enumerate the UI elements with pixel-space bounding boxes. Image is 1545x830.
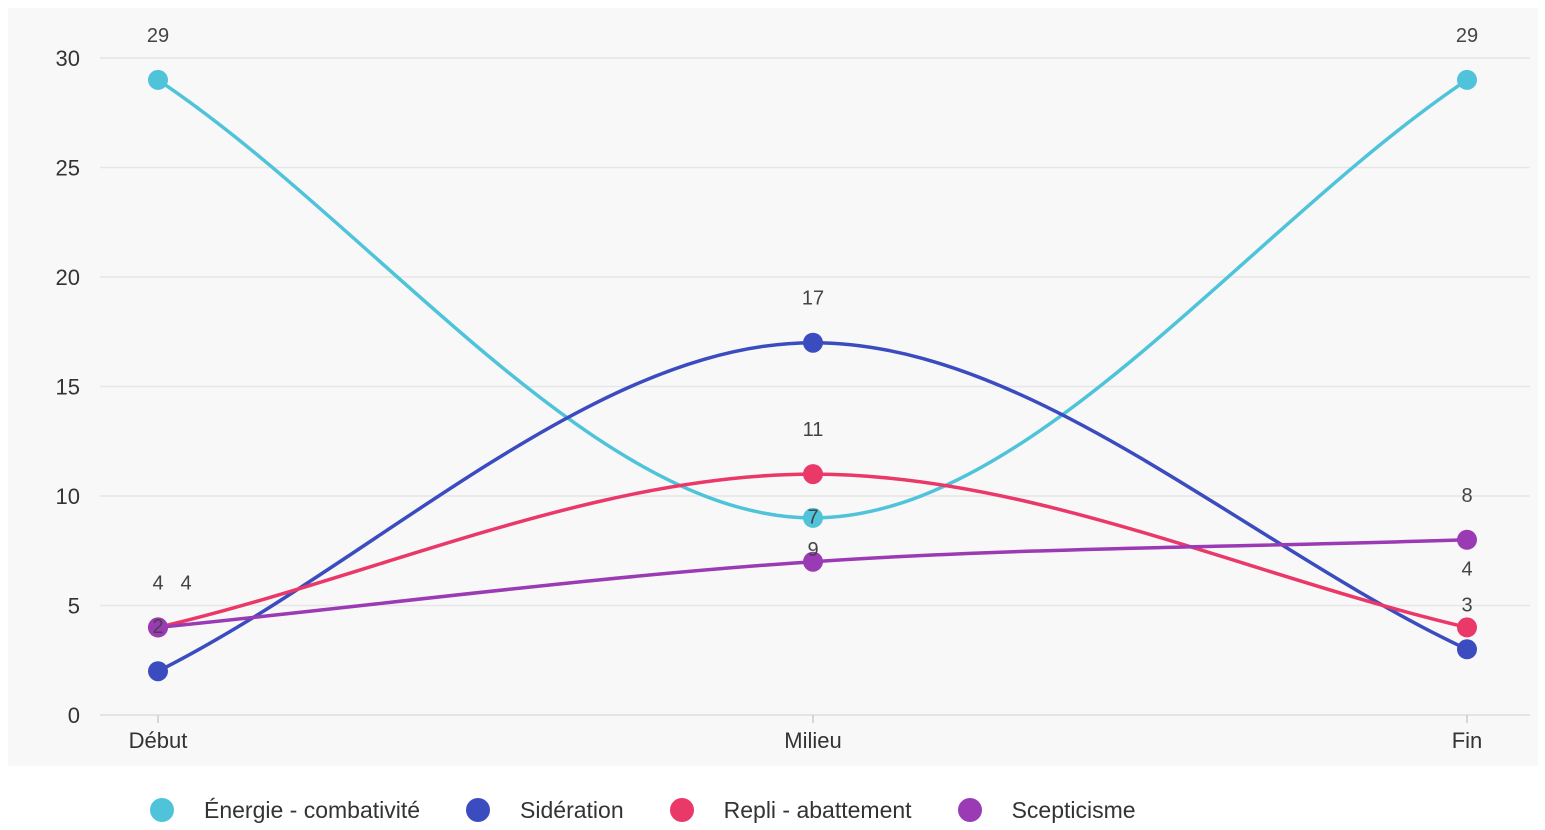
data-label: 4 (1461, 558, 1472, 580)
data-label: 29 (147, 25, 169, 47)
y-tick-label: 15 (56, 375, 80, 400)
data-label: 7 (807, 507, 818, 529)
legend-label: Scepticisme (1011, 796, 1136, 823)
data-point[interactable] (803, 332, 823, 353)
legend-label: Sidération (520, 796, 624, 823)
data-points[interactable] (148, 69, 1477, 682)
y-tick-label: 30 (56, 46, 80, 71)
data-label: 9 (807, 539, 818, 561)
data-point[interactable] (803, 507, 823, 528)
legend-swatch (669, 798, 694, 822)
x-tick-label: Milieu (784, 728, 841, 753)
y-tick-label: 10 (56, 484, 80, 509)
data-point[interactable] (803, 464, 823, 485)
data-label: 11 (803, 419, 824, 441)
legend: Énergie - combativité Sidération Repli - a… (150, 790, 1182, 830)
data-point[interactable] (1457, 617, 1477, 638)
data-point[interactable] (1457, 69, 1477, 90)
legend-item[interactable]: Sidération (466, 797, 624, 824)
y-tick-label: 5 (68, 594, 80, 619)
line-chart: 0 5 10 15 20 25 30 Début Milieu Fin 29 9 29 2 17 3 4 11 4… (56, 25, 1530, 753)
axes: 0 5 10 15 20 25 30 Début Milieu Fin (56, 46, 1483, 753)
x-tick-label: Fin (1452, 728, 1483, 753)
legend-item[interactable]: Énergie - combativité (150, 797, 420, 824)
gridlines (100, 57, 1530, 716)
data-label: 4 (152, 572, 163, 594)
data-point[interactable] (148, 617, 168, 638)
legend-swatch (150, 798, 174, 822)
legend-swatch (466, 798, 491, 822)
data-label: 4 (180, 572, 191, 594)
data-label: 29 (1456, 25, 1478, 47)
legend-item[interactable]: Scepticisme (957, 796, 1136, 824)
data-point[interactable] (1457, 529, 1477, 550)
data-label: 3 (1461, 594, 1472, 616)
x-tick-label: Début (129, 728, 188, 753)
data-point[interactable] (803, 551, 823, 572)
data-label: 2 (152, 616, 163, 638)
y-tick-label: 0 (68, 703, 80, 728)
data-point[interactable] (1457, 639, 1477, 660)
legend-label: Énergie - combativité (204, 796, 421, 823)
data-label: 8 (1461, 485, 1472, 507)
y-tick-label: 25 (56, 156, 80, 181)
data-label: 17 (802, 288, 824, 310)
chart-panel: 0 5 10 15 20 25 30 Début Milieu Fin 29 9 29 2 17 3 4 11 4… (8, 8, 1538, 766)
legend-item[interactable]: Repli - abattement (669, 796, 912, 824)
legend-swatch (957, 798, 982, 822)
series-lines (157, 78, 1468, 673)
legend-label: Repli - abattement (723, 796, 912, 823)
data-point[interactable] (148, 69, 168, 90)
data-point[interactable] (148, 661, 168, 682)
y-tick-label: 20 (56, 265, 80, 290)
